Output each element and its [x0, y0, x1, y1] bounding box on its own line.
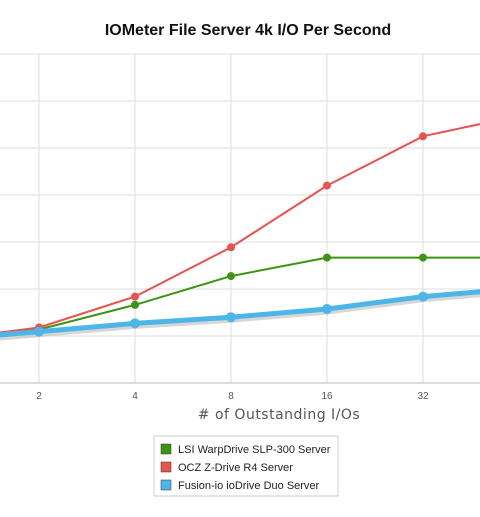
- data-point: [131, 292, 139, 301]
- legend-label: LSI WarpDrive SLP-300 Server: [178, 444, 331, 456]
- data-point: [419, 253, 427, 262]
- x-tick-label: 2: [36, 391, 42, 402]
- series-lines: [0, 123, 480, 341]
- x-tick-labels: 2 4 8 16 32: [36, 391, 429, 402]
- data-point: [130, 318, 140, 329]
- x-tick-label: 4: [132, 391, 138, 402]
- legend-label: Fusion-io ioDrive Duo Server: [178, 480, 320, 492]
- x-tick-label: 8: [228, 391, 234, 402]
- legend-label: OCZ Z-Drive R4 Server: [178, 462, 293, 474]
- data-point: [227, 272, 235, 281]
- legend-swatch: [160, 479, 172, 491]
- chart-title: IOMeter File Server 4k I/O Per Second: [105, 22, 391, 39]
- data-point: [226, 312, 236, 323]
- legend-swatch: [160, 443, 172, 455]
- x-axis-label: # of Outstanding I/Os: [198, 407, 360, 423]
- series-2: [0, 289, 480, 341]
- legend-box: [153, 435, 339, 497]
- x-tick-label: 32: [417, 391, 429, 402]
- data-point: [34, 326, 44, 337]
- data-point: [323, 181, 331, 190]
- legend: LSI WarpDrive SLP-300 Server OCZ Z-Drive …: [153, 435, 339, 497]
- x-tick-label: 16: [321, 391, 333, 402]
- data-point: [322, 303, 332, 314]
- data-point: [227, 243, 235, 252]
- data-point: [418, 291, 428, 302]
- legend-swatch: [160, 461, 172, 473]
- data-point: [131, 300, 139, 309]
- data-point: [323, 253, 331, 262]
- series-1: [0, 123, 480, 334]
- series-line: [0, 123, 480, 334]
- data-point: [419, 132, 427, 141]
